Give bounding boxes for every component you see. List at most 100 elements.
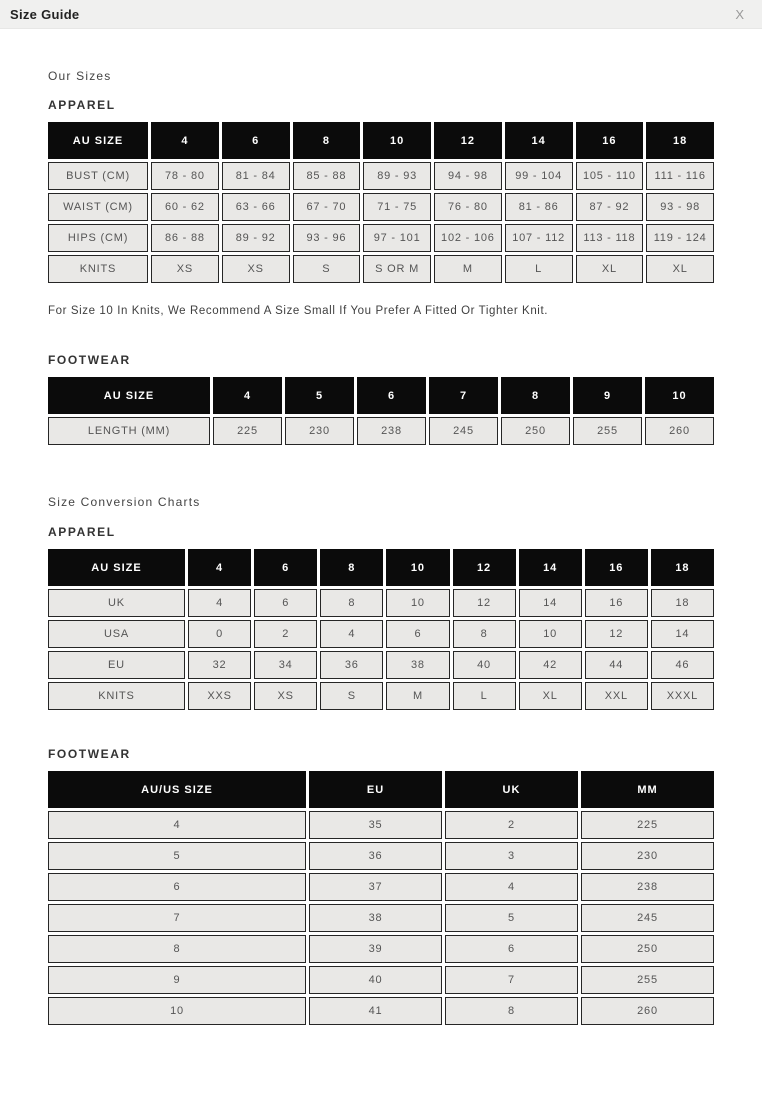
table-cell: 4 [320, 620, 384, 648]
table-cell: 44 [584, 651, 648, 679]
table-row-label: WAIST (CM) [48, 193, 148, 221]
close-icon[interactable]: X [735, 6, 744, 22]
table-cell: 12 [452, 589, 516, 617]
table-cell: 260 [645, 417, 714, 445]
table-cell: XS [254, 682, 318, 710]
table-row-label: EU [48, 651, 185, 679]
table-cell: 39 [309, 935, 442, 963]
table-row-label: 4 [48, 811, 306, 839]
table-cell: 7 [445, 966, 578, 994]
table-cell: 260 [581, 997, 714, 1025]
table-row-label: 10 [48, 997, 306, 1025]
table-cell: 111 - 116 [646, 162, 714, 190]
table-cell: S [292, 255, 361, 283]
table-header-cell: 10 [363, 122, 431, 159]
table-cell: XXL [584, 682, 648, 710]
table-cell: 225 [213, 417, 282, 445]
table-row-label: 7 [48, 904, 306, 932]
table-cell: 32 [188, 651, 252, 679]
table-cell: 105 - 110 [575, 162, 644, 190]
table-cell: M [386, 682, 450, 710]
table-cell: 93 - 96 [292, 224, 361, 252]
table-row-label: USA [48, 620, 185, 648]
table-cell: 40 [452, 651, 516, 679]
table-header-cell: 8 [292, 122, 361, 159]
table-cell: 18 [650, 589, 714, 617]
table-cell: 10 [518, 620, 582, 648]
table-cell: 238 [357, 417, 426, 445]
footwear-label-conversion: FOOTWEAR [48, 747, 131, 761]
table-cell: 119 - 124 [646, 224, 714, 252]
table-row-label: UK [48, 589, 185, 617]
table-header-cell: 12 [452, 549, 516, 586]
table-cell: L [504, 255, 573, 283]
modal-header: Size Guide X [0, 0, 762, 29]
table-cell: XS [221, 255, 290, 283]
table-cell: 14 [518, 589, 582, 617]
table-header-cell: 8 [501, 377, 570, 414]
table-cell: 40 [309, 966, 442, 994]
table-header-cell: 14 [504, 122, 573, 159]
table-cell: 6 [386, 620, 450, 648]
table-cell: M [434, 255, 502, 283]
table-header-cell: 6 [357, 377, 426, 414]
table-cell: S OR M [363, 255, 431, 283]
table-header-cell: MM [581, 771, 714, 808]
table-cell: 42 [518, 651, 582, 679]
table-header-cell: AU SIZE [48, 122, 148, 159]
table-cell: 97 - 101 [363, 224, 431, 252]
table-cell: 230 [581, 842, 714, 870]
table-header-cell: 16 [584, 549, 648, 586]
table-cell: 14 [650, 620, 714, 648]
table-row-label: 6 [48, 873, 306, 901]
table-row-label: 9 [48, 966, 306, 994]
table-cell: 225 [581, 811, 714, 839]
table-cell: 113 - 118 [575, 224, 644, 252]
table-cell: 81 - 86 [504, 193, 573, 221]
table-header-cell: 10 [645, 377, 714, 414]
table-cell: 6 [445, 935, 578, 963]
table-cell: 8 [452, 620, 516, 648]
table-cell: 76 - 80 [434, 193, 502, 221]
table-cell: 99 - 104 [504, 162, 573, 190]
table-cell: 89 - 92 [221, 224, 290, 252]
table-row-label: KNITS [48, 255, 148, 283]
table-header-cell: 16 [575, 122, 644, 159]
size-conversion-heading: Size Conversion Charts [48, 495, 201, 509]
table-row-label: KNITS [48, 682, 185, 710]
table-cell: 37 [309, 873, 442, 901]
table-cell: 8 [320, 589, 384, 617]
table-cell: 0 [188, 620, 252, 648]
table-row-label: LENGTH (MM) [48, 417, 210, 445]
footwear-label-our-sizes: FOOTWEAR [48, 353, 131, 367]
table-header-cell: AU SIZE [48, 549, 185, 586]
table-cell: 245 [581, 904, 714, 932]
table-cell: 94 - 98 [434, 162, 502, 190]
table-header-cell: 6 [221, 122, 290, 159]
table-cell: 238 [581, 873, 714, 901]
table-header-cell: 4 [213, 377, 282, 414]
table-cell: 255 [573, 417, 642, 445]
table-header-cell: AU SIZE [48, 377, 210, 414]
table-header-cell: UK [445, 771, 578, 808]
table-header-cell: 4 [188, 549, 252, 586]
table-cell: 36 [320, 651, 384, 679]
table-cell: S [320, 682, 384, 710]
table-header-cell: 7 [429, 377, 498, 414]
table-cell: 93 - 98 [646, 193, 714, 221]
conversion-apparel-table: AU SIZE 4 6 8 10 12 14 16 18 UK 4 6 8 10 12 14 16 18 USA 0 2… [48, 549, 714, 710]
table-cell: 245 [429, 417, 498, 445]
table-row-label: HIPS (CM) [48, 224, 148, 252]
table-cell: 102 - 106 [434, 224, 502, 252]
table-cell: 230 [285, 417, 354, 445]
table-cell: 36 [309, 842, 442, 870]
table-cell: 38 [386, 651, 450, 679]
table-header-cell: 10 [386, 549, 450, 586]
table-cell: 5 [445, 904, 578, 932]
table-cell: 2 [254, 620, 318, 648]
table-cell: 4 [188, 589, 252, 617]
table-cell: XS [151, 255, 219, 283]
table-cell: XXS [188, 682, 252, 710]
table-cell: 250 [581, 935, 714, 963]
